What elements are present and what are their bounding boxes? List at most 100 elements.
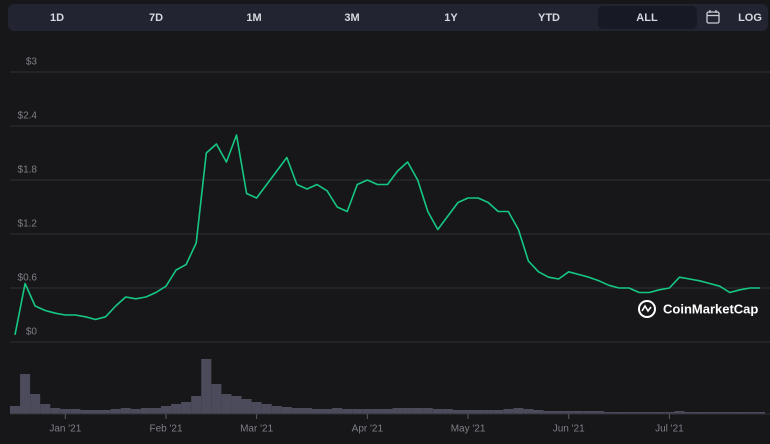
- price-line: [14, 134, 760, 335]
- x-tick-label: Feb '21: [149, 424, 182, 435]
- volume-bar: [352, 409, 363, 414]
- volume-bar: [231, 396, 242, 414]
- volume-bar: [473, 410, 484, 414]
- volume-bar: [60, 409, 71, 414]
- volume-bar: [543, 411, 554, 414]
- volume-bar: [513, 408, 524, 414]
- volume-bar: [191, 396, 202, 414]
- volume-bar: [654, 412, 665, 414]
- volume-bar: [140, 408, 151, 414]
- volume-bar: [291, 408, 302, 414]
- volume-bar: [452, 410, 464, 414]
- y-tick-label: $0: [26, 327, 38, 338]
- y-tick-label: $1.2: [18, 219, 38, 230]
- volume-bar: [110, 409, 121, 414]
- volume-bar: [372, 409, 383, 414]
- volume-bar: [251, 402, 262, 414]
- volume-bar: [160, 406, 172, 414]
- x-tick-label: Jun '21: [553, 424, 585, 435]
- active-control-bg: [598, 6, 697, 29]
- range-button[interactable]: YTD: [538, 12, 560, 24]
- range-button[interactable]: 7D: [149, 12, 163, 24]
- volume-bar: [754, 412, 766, 414]
- volume-bar: [211, 384, 222, 414]
- volume-bar: [533, 410, 544, 414]
- range-button[interactable]: 1Y: [444, 12, 458, 24]
- range-button[interactable]: ALL: [636, 12, 658, 24]
- volume-bar: [40, 404, 51, 414]
- volume-bar: [150, 408, 161, 414]
- volume-bar: [402, 408, 413, 414]
- volume-bar: [80, 410, 91, 414]
- volume-bar: [201, 359, 212, 414]
- volume-bar: [714, 412, 725, 414]
- x-tick-label: Mar '21: [240, 424, 273, 435]
- y-tick-label: $2.4: [18, 111, 38, 122]
- volume-bar: [181, 402, 192, 414]
- volume-bar: [281, 407, 292, 414]
- volume-bar: [100, 410, 111, 414]
- range-button[interactable]: LOG: [738, 12, 762, 24]
- volume-bar: [322, 409, 333, 414]
- volume-bar: [171, 404, 182, 414]
- volume-bar: [614, 412, 625, 414]
- volume-bar: [30, 394, 41, 414]
- volume-bar: [332, 408, 343, 414]
- volume-bar: [50, 408, 61, 414]
- volume-bar: [624, 412, 635, 414]
- range-bar: [8, 4, 768, 31]
- volume-bar: [362, 409, 373, 414]
- volume-bar: [674, 411, 685, 414]
- volume-bar: [392, 408, 403, 414]
- calendar-icon[interactable]: [706, 10, 720, 24]
- volume-bar: [664, 412, 675, 414]
- volume-bar: [382, 409, 393, 414]
- volume-bar: [463, 410, 474, 414]
- volume-bar: [120, 408, 131, 414]
- volume-bar: [603, 412, 615, 414]
- volume-bar: [583, 411, 594, 414]
- volume-bar: [9, 406, 21, 414]
- volume-bar: [301, 408, 312, 414]
- volume-bar: [271, 406, 282, 414]
- y-tick-label: $0.6: [18, 273, 38, 284]
- volume-bar: [553, 411, 564, 414]
- volume-bar: [744, 412, 755, 414]
- y-tick-label: $1.8: [18, 165, 38, 176]
- volume-bar: [493, 410, 504, 414]
- volume-bar: [20, 374, 31, 414]
- volume-bar: [130, 409, 141, 414]
- range-button[interactable]: 3M: [344, 12, 359, 24]
- volume-bar: [70, 409, 81, 414]
- volume-bar: [503, 409, 514, 414]
- volume-bar: [573, 411, 584, 414]
- watermark: CoinMarketCap: [638, 300, 758, 318]
- x-tick-label: Jan '21: [49, 424, 81, 435]
- volume-bar: [684, 412, 695, 414]
- volume-bar: [593, 411, 604, 414]
- volume-bar: [342, 409, 353, 414]
- watermark-text: CoinMarketCap: [663, 301, 758, 316]
- volume-bar: [563, 411, 574, 414]
- volume-bar: [634, 412, 645, 414]
- range-button[interactable]: 1D: [50, 12, 64, 24]
- volume-bar: [432, 409, 443, 414]
- volume-bar: [442, 409, 453, 414]
- x-tick-label: Apr '21: [352, 424, 384, 435]
- volume-bar: [422, 408, 433, 414]
- volume-bar: [412, 408, 423, 414]
- volume-bar: [483, 410, 494, 414]
- volume-bar: [261, 404, 272, 414]
- x-tick-label: May '21: [451, 424, 486, 435]
- volume-bar: [694, 412, 705, 414]
- volume-bar: [523, 409, 534, 414]
- volume-bar: [90, 410, 101, 414]
- range-button[interactable]: 1M: [246, 12, 261, 24]
- volume-bar: [311, 409, 323, 414]
- volume-bar: [704, 412, 715, 414]
- volume-bar: [644, 412, 655, 414]
- y-tick-label: $3: [26, 57, 38, 68]
- volume-bar: [221, 394, 232, 414]
